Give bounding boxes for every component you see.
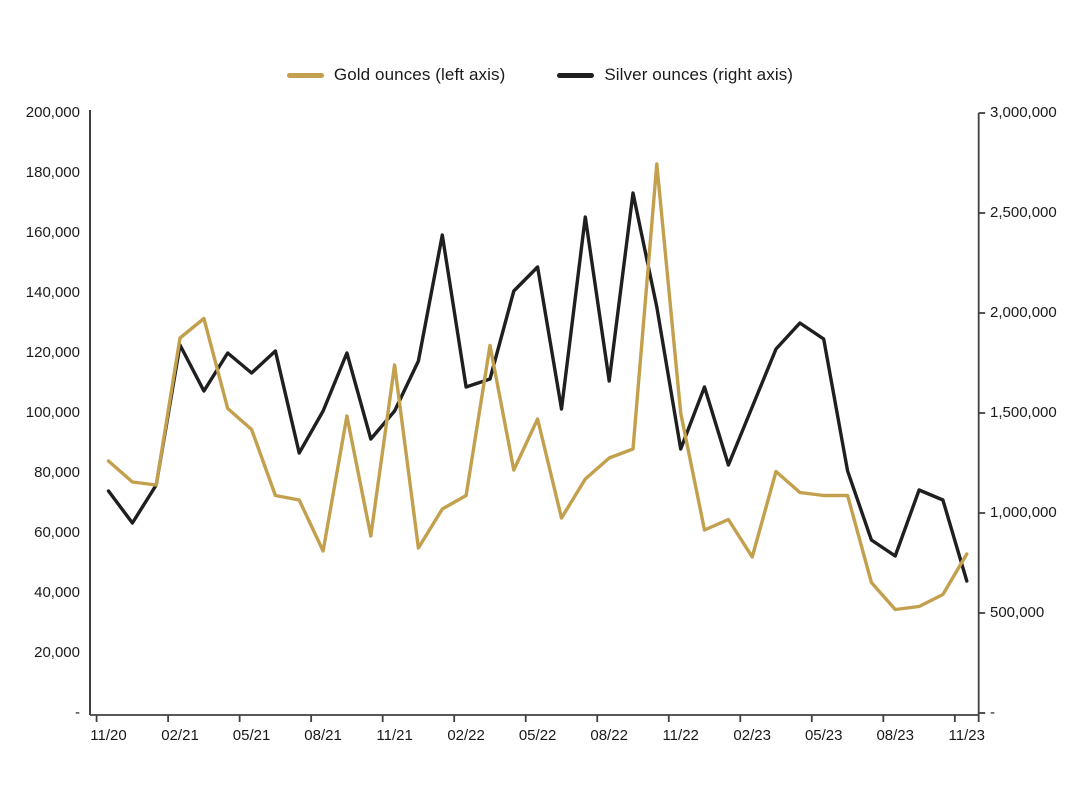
- y-axis-left-label: -: [75, 704, 80, 721]
- y-axis-left-label: 80,000: [34, 464, 80, 481]
- y-axis-left-label: 180,000: [25, 164, 80, 181]
- y-axis-right-label: -: [990, 704, 995, 721]
- y-axis-left-label: 20,000: [34, 644, 80, 661]
- gold-line: [106, 162, 969, 612]
- x-axis-label: 11/22: [662, 727, 699, 744]
- legend-item-gold: Gold ounces (left axis): [286, 65, 506, 85]
- silver-line: [106, 191, 969, 583]
- x-axis-label: 08/22: [590, 727, 628, 744]
- x-axis-label: 02/23: [733, 727, 771, 744]
- legend-label-silver: Silver ounces (right axis): [604, 65, 794, 84]
- x-axis-label: 05/23: [804, 727, 843, 744]
- y-axis-left-label: 200,000: [25, 104, 80, 121]
- legend: Gold ounces (left axis) Silver ounces (r…: [0, 60, 1080, 90]
- x-axis-label: 11/23: [948, 727, 985, 744]
- x-axis-label: 11/21: [376, 727, 413, 744]
- x-axis-label: 11/20: [90, 727, 127, 744]
- legend-label-gold: Gold ounces (left axis): [333, 65, 506, 84]
- y-axis-left-label: 120,000: [25, 344, 80, 361]
- y-axis-left-label: 40,000: [34, 584, 80, 601]
- legend-item-silver: Silver ounces (right axis): [557, 65, 793, 85]
- x-axis-label: 02/21: [161, 727, 199, 744]
- x-axis-label: 08/21: [304, 727, 342, 744]
- x-axis-label: 05/22: [518, 727, 557, 744]
- y-axis-right-label: 2,000,000: [990, 304, 1057, 321]
- y-axis-right-label: 1,000,000: [990, 504, 1057, 521]
- x-axis-label: 02/22: [447, 727, 485, 744]
- y-axis-left-label: 160,000: [25, 224, 80, 241]
- y-axis-right-label: 500,000: [990, 604, 1045, 621]
- x-axis-label: 08/23: [876, 727, 914, 744]
- y-axis-right-label: 2,500,000: [990, 204, 1057, 221]
- silver-line-swatch-icon: [557, 72, 595, 78]
- y-axis-right-label: 1,500,000: [990, 404, 1057, 421]
- y-axis-left-label: 60,000: [34, 524, 80, 541]
- x-axis-label: 05/21: [232, 727, 271, 744]
- y-axis-left-label: 100,000: [25, 404, 80, 421]
- y-axis-left-label: 140,000: [25, 284, 80, 301]
- gold-line-swatch-icon: [286, 72, 324, 78]
- y-axis-right-label: 3,000,000: [990, 104, 1057, 121]
